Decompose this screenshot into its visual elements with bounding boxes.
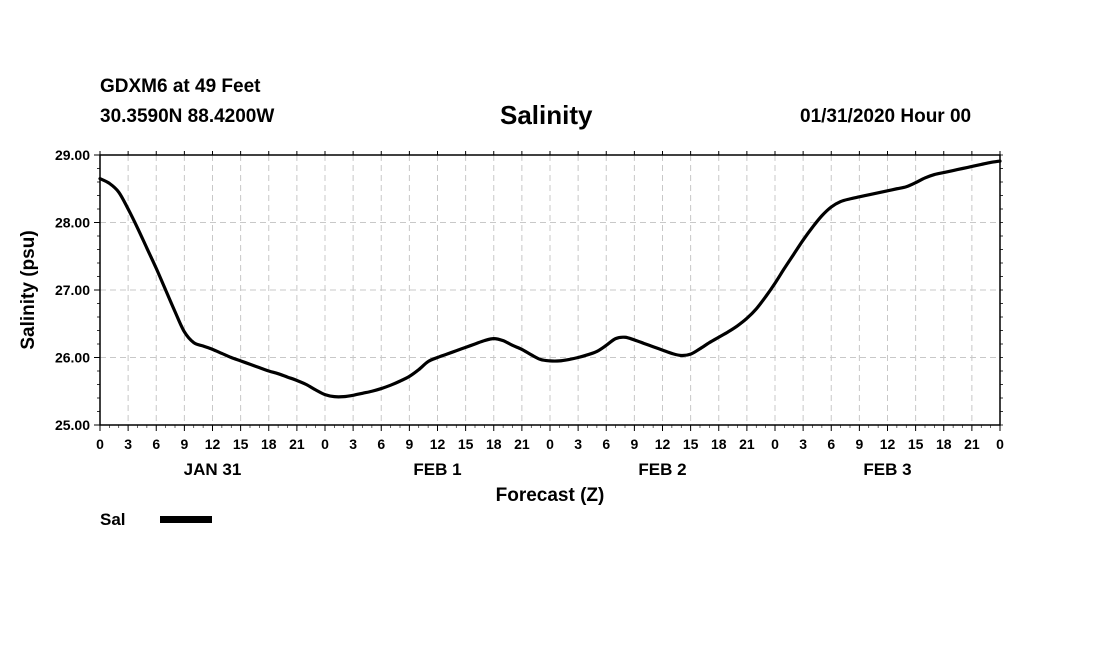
x-tick-label: 0 (546, 436, 554, 452)
x-tick-label: 21 (964, 436, 980, 452)
y-tick-labels: 25.00 26.00 27.00 28.00 29.00 (55, 147, 90, 433)
legend: Sal (100, 510, 212, 529)
x-tick-label: 15 (233, 436, 249, 452)
x-tick-label: 15 (908, 436, 924, 452)
station-coordinates: 30.3590N 88.4200W (100, 106, 275, 127)
grid-lines (100, 155, 1000, 425)
y-tick-label: 25.00 (55, 417, 90, 433)
y-tick-label: 26.00 (55, 350, 90, 366)
y-tick-label: 29.00 (55, 147, 90, 163)
x-tick-label: 3 (799, 436, 807, 452)
forecast-datetime: 01/31/2020 Hour 00 (800, 106, 972, 127)
x-tick-label: 12 (430, 436, 446, 452)
y-tick-label: 28.00 (55, 215, 90, 231)
x-tick-label: 12 (880, 436, 896, 452)
x-tick-label: 18 (261, 436, 277, 452)
x-tick-label: 15 (683, 436, 699, 452)
x-tick-label: 9 (180, 436, 188, 452)
x-tick-label: 21 (289, 436, 305, 452)
x-tick-label: 3 (574, 436, 582, 452)
day-label: FEB 1 (413, 460, 461, 479)
chart-title: Salinity (500, 100, 593, 130)
x-tick-label: 6 (602, 436, 610, 452)
legend-swatch (160, 516, 212, 523)
series-lines (98, 159, 1002, 399)
x-tick-label: 18 (711, 436, 727, 452)
x-tick-label: 18 (936, 436, 952, 452)
x-tick-label: 18 (486, 436, 502, 452)
x-tick-label: 3 (349, 436, 357, 452)
x-tick-label: 0 (771, 436, 779, 452)
y-tick-label: 27.00 (55, 282, 90, 298)
x-tick-label: 3 (124, 436, 132, 452)
legend-label: Sal (100, 510, 126, 529)
x-tick-label: 6 (827, 436, 835, 452)
station-name: GDXM6 at 49 Feet (100, 76, 261, 97)
day-label: JAN 31 (184, 460, 242, 479)
x-tick-label: 21 (739, 436, 755, 452)
day-labels: JAN 31 FEB 1 FEB 2 FEB 3 (184, 460, 912, 479)
x-tick-label: 0 (96, 436, 104, 452)
x-tick-label: 15 (458, 436, 474, 452)
x-tick-label: 6 (377, 436, 385, 452)
x-tick-label: 9 (405, 436, 413, 452)
day-label: FEB 2 (638, 460, 686, 479)
x-axis-title: Forecast (Z) (496, 485, 605, 506)
x-tick-label: 0 (996, 436, 1004, 452)
series-line-sal (98, 159, 1002, 399)
x-tick-labels: 0 3 6 9 12 15 18 21 0 3 6 9 12 15 18 21 0 3 6 9 12 15 18 21 0 3 6 9… (96, 436, 1004, 452)
x-tick-label: 9 (855, 436, 863, 452)
x-tick-label: 0 (321, 436, 329, 452)
x-tick-label: 12 (655, 436, 671, 452)
x-tick-label: 6 (152, 436, 160, 452)
x-tick-label: 9 (630, 436, 638, 452)
day-label: FEB 3 (863, 460, 911, 479)
x-tick-label: 21 (514, 436, 530, 452)
x-tick-label: 12 (205, 436, 221, 452)
axis-ticks (94, 151, 1003, 431)
y-axis-title: Salinity (psu) (18, 230, 39, 349)
